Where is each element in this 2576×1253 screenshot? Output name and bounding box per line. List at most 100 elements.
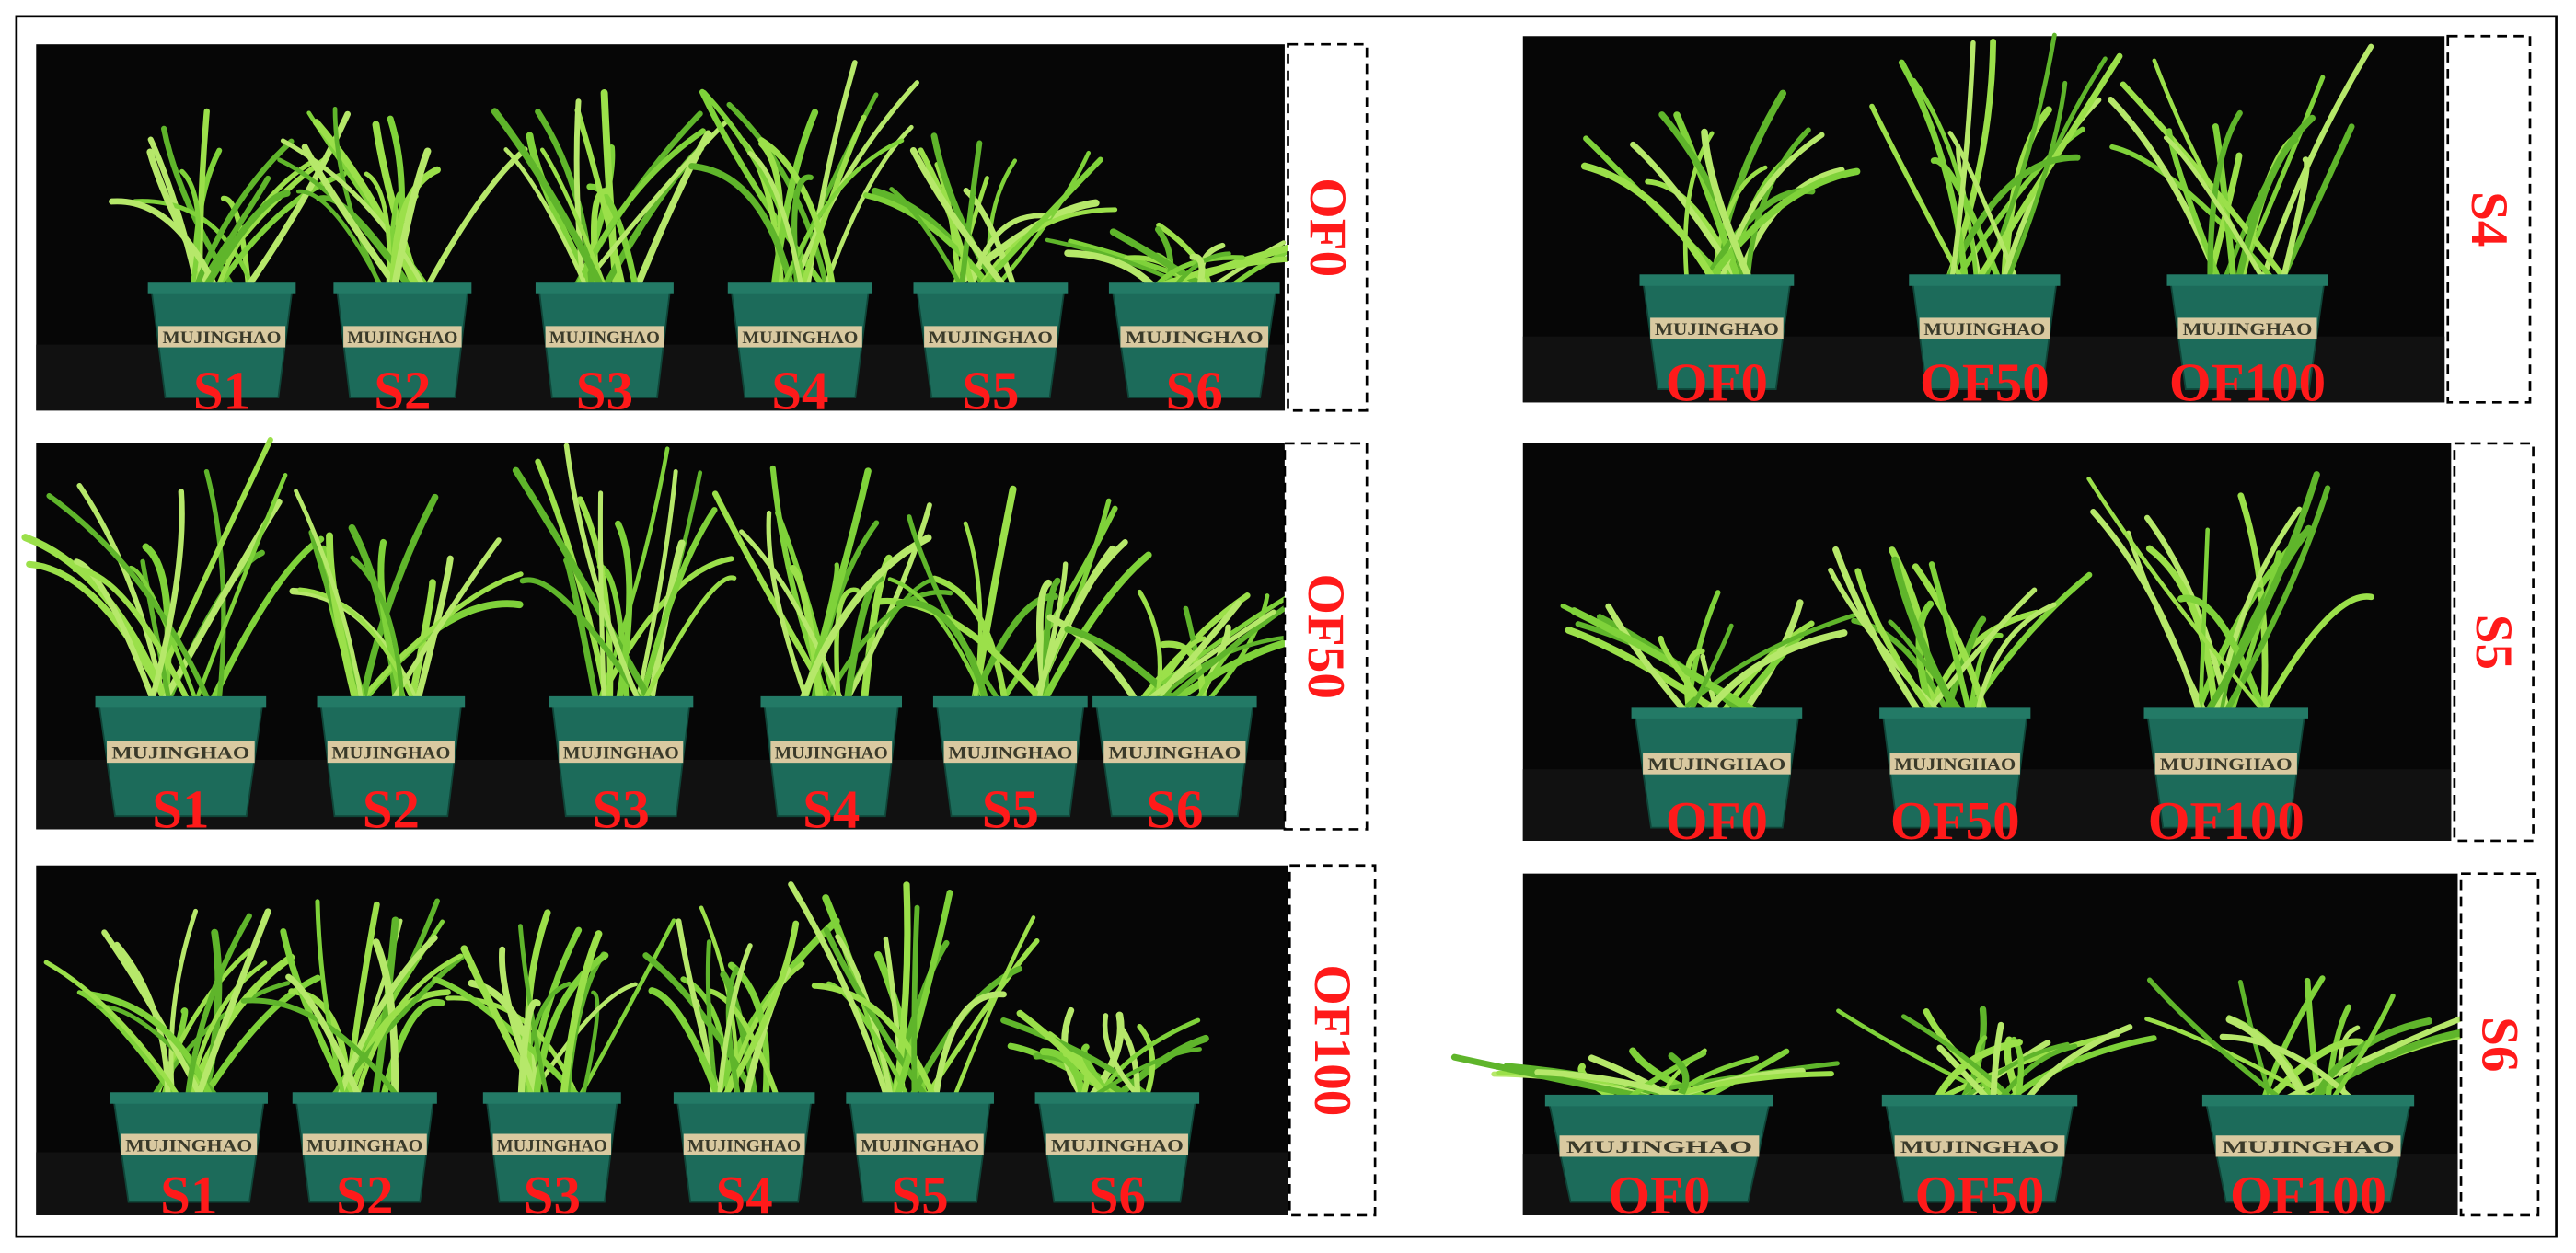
leaf [970, 592, 1058, 705]
leaf [2146, 977, 2285, 1103]
leaf [389, 537, 502, 705]
leaf [1891, 556, 1960, 717]
pot-rim [2201, 1094, 2415, 1107]
leaf [1854, 568, 1936, 717]
leaf [2207, 109, 2243, 282]
photo-panel: MUJINGHAO OF0 MUJINGHAO OF50 MUJINGHAO OF100 [1522, 32, 2445, 413]
pot-band [545, 326, 664, 348]
pot-label: OF50 [1890, 791, 2020, 851]
pot-label: OF50 [1915, 1166, 2045, 1225]
pot-brand: MUJINGHAO [2160, 755, 2293, 775]
pot-brand: MUJINGHAO [1566, 1138, 1752, 1157]
pot-label: S4 [803, 780, 860, 840]
leaf [2005, 80, 2068, 282]
pot-band [343, 326, 462, 348]
leaf [1930, 157, 2002, 282]
leaf [326, 532, 360, 706]
pot-brand: MUJINGHAO [563, 744, 679, 764]
leaf [1138, 636, 1207, 704]
leaf [747, 151, 804, 291]
pot-label: S4 [716, 1166, 773, 1225]
leaf [2258, 593, 2374, 716]
leaf [184, 913, 252, 1100]
pot-band [121, 1133, 258, 1155]
leaf [1997, 1043, 2078, 1103]
leaf [146, 148, 214, 292]
pot-brand: MUJINGHAO [1894, 755, 2016, 775]
leaf [142, 543, 172, 706]
pot-band [1894, 1135, 2065, 1157]
leaf [203, 468, 226, 704]
pot-rim [913, 282, 1069, 294]
leaf [527, 982, 638, 1099]
pot-label: S6 [1166, 361, 1223, 420]
leaf [1912, 563, 1989, 717]
leaf [2163, 135, 2267, 282]
leaf [2203, 471, 2320, 717]
leaf [1151, 255, 1245, 291]
side-label: OF100 [1303, 964, 1361, 1116]
photo-panel: MUJINGHAO S1 MUJINGHAO S2 MUJINGHAO S3 MUJINGH… [36, 44, 1354, 420]
pot-label: S1 [152, 780, 209, 840]
pot-brand: MUJINGHAO [347, 328, 457, 348]
pot-label: S1 [193, 361, 250, 420]
leaf [563, 557, 600, 705]
leaf [512, 466, 654, 705]
pot-label: S3 [524, 1166, 581, 1225]
leaf [1703, 629, 1848, 717]
pot-brand: MUJINGHAO [1647, 755, 1785, 775]
leaf [1701, 128, 1753, 283]
leaf [2120, 81, 2289, 282]
leaf [798, 534, 932, 706]
pot-band [737, 326, 862, 348]
leaf [2212, 123, 2237, 283]
leaf [168, 908, 199, 1100]
pot-rim [1909, 274, 2061, 286]
leaf [1035, 561, 1069, 704]
leaf [295, 189, 385, 290]
leaf [2279, 123, 2355, 282]
pot-band [856, 1133, 984, 1155]
pot-label: OF100 [2148, 791, 2305, 851]
pot-rim [1092, 695, 1257, 708]
leaf [642, 952, 758, 1100]
pot-label: OF50 [1920, 353, 2050, 413]
leaf [187, 960, 268, 1100]
pot-band [302, 1133, 427, 1155]
pot-label: OF100 [2230, 1166, 2386, 1225]
leaf [2086, 477, 2268, 715]
pot-brand: MUJINGHAO [861, 1136, 979, 1155]
leaf [1947, 131, 2019, 282]
leaf [280, 138, 427, 291]
leaf [641, 575, 737, 704]
leaf [563, 443, 641, 705]
label-box [1287, 42, 1369, 412]
pot-label: S6 [1146, 780, 1203, 840]
pot-band [1919, 317, 2050, 339]
leaf [2237, 492, 2269, 717]
leaf [2206, 152, 2243, 283]
pot-brand: MUJINGHAO [948, 744, 1072, 764]
leaf [577, 496, 614, 705]
leaf [389, 166, 441, 292]
leaf [993, 150, 1092, 290]
pot-rim [932, 695, 1088, 708]
leaf [1974, 602, 2057, 716]
pot-band [157, 326, 286, 348]
pot-label: S3 [576, 361, 633, 420]
pot-brand: MUJINGHAO [775, 744, 888, 764]
leaf [770, 109, 819, 292]
leaf [757, 137, 837, 291]
leaf [799, 114, 867, 291]
leaf [408, 579, 436, 706]
pot-brand: MUJINGHAO [497, 1136, 607, 1155]
pot-label: OF0 [1666, 353, 1768, 413]
leaf [517, 999, 541, 1101]
leaf [539, 147, 607, 290]
photo-panel: MUJINGHAO S1 MUJINGHAO S2 MUJINGHAO S3 MUJINGH… [21, 436, 1317, 840]
pot-band [924, 326, 1057, 348]
leaf [1968, 632, 2004, 716]
leaf [315, 899, 346, 1100]
leaf [707, 988, 780, 1100]
